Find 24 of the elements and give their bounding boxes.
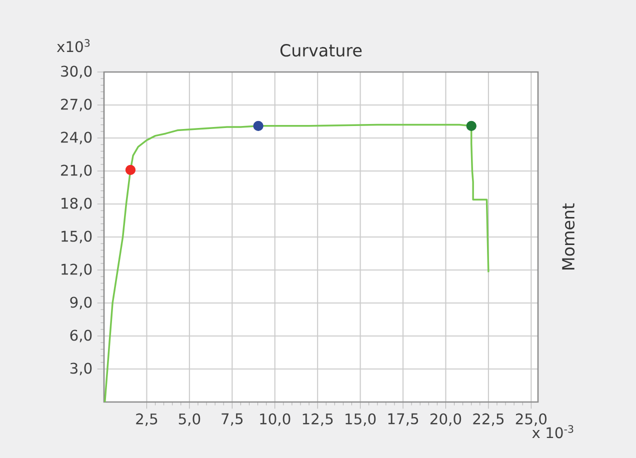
y-tick-label: 27,0 (61, 98, 92, 112)
chart-title: Curvature (280, 44, 362, 57)
y-tick-label: 18,0 (62, 198, 92, 210)
x-tick-label: 22,5 (473, 413, 504, 426)
text: x 10$^{-3}$ (532, 425, 574, 438)
x-tick-label: 7,5 (222, 413, 243, 426)
x-tick-label: 20,0 (430, 413, 462, 426)
x-tick-label: 5,0 (178, 413, 200, 426)
x-tick-label: 10,0 (260, 413, 290, 426)
y-tick-label: 21,0 (61, 164, 92, 178)
y-tick-label: 6,0 (70, 330, 92, 342)
x-tick-label: 15,0 (346, 413, 376, 426)
y-tick-label: 12,0 (62, 264, 92, 276)
x-tick-label: 12,5 (302, 413, 333, 426)
y-axis-title: Moment (562, 203, 575, 270)
y-tick-label: 9,0 (70, 296, 92, 310)
y-tick-label: 30,0 (61, 66, 92, 78)
y-tick-label: 15,0 (62, 230, 92, 244)
x-tick-label: 25,0 (516, 413, 546, 426)
y-tick-label: 24,0 (61, 132, 92, 144)
x-tick-label: 17,5 (388, 413, 418, 426)
x-tick-label: 2,5 (136, 413, 158, 426)
y-tick-label: 3,0 (70, 362, 92, 376)
text: x10$^{3}$ (56, 39, 90, 52)
